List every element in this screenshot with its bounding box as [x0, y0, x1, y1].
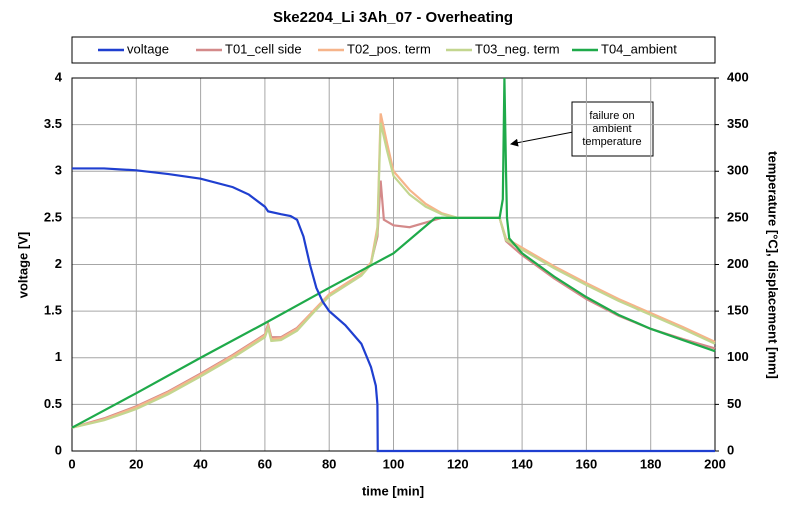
y-tick-label: 1.5 [44, 303, 62, 318]
y-axis-label: voltage [V] [15, 232, 30, 298]
x-tick-label: 180 [640, 456, 662, 471]
series-line [71, 122, 716, 429]
x-tick-label: 0 [68, 456, 75, 471]
x-tick-label: 140 [511, 456, 533, 471]
legend-label: T04_ambient [601, 41, 677, 56]
annotation-arrow [510, 131, 574, 147]
series-line [71, 77, 716, 429]
annotation-text: ambient [592, 123, 631, 135]
legend-label: T03_neg. term [475, 41, 560, 56]
series-line [72, 167, 715, 453]
y-tick-label: 0 [55, 442, 62, 457]
y2-tick-label: 0 [727, 442, 734, 457]
legend-label: voltage [127, 41, 169, 56]
y-tick-label: 1 [55, 349, 62, 364]
annotation-box [571, 101, 654, 157]
y2-tick-label: 300 [727, 163, 749, 178]
y-tick-label: 2.5 [44, 209, 62, 224]
y2-tick-label: 350 [727, 116, 749, 131]
x-tick-label: 200 [704, 456, 726, 471]
x-tick-label: 160 [576, 456, 598, 471]
y2-tick-label: 100 [727, 349, 749, 364]
y2-tick-label: 50 [727, 396, 741, 411]
y-tick-label: 4 [55, 69, 63, 84]
x-tick-label: 80 [322, 456, 336, 471]
y2-tick-label: 200 [727, 256, 749, 271]
y-tick-label: 3 [55, 163, 62, 178]
x-tick-label: 20 [129, 456, 143, 471]
chart-title: Ske2204_Li 3Ah_07 - Overheating [273, 9, 513, 26]
y-tick-label: 3.5 [44, 116, 62, 131]
annotation-text: failure on [589, 110, 634, 122]
y2-tick-label: 250 [727, 209, 749, 224]
y-tick-label: 0.5 [44, 396, 62, 411]
y-tick-label: 2 [55, 256, 62, 271]
y2-tick-label: 150 [727, 303, 749, 318]
y2-tick-label: 400 [727, 69, 749, 84]
x-tick-label: 40 [193, 456, 207, 471]
annotation-text: temperature [582, 136, 641, 148]
x-axis-label: time [min] [362, 483, 424, 498]
legend [71, 36, 716, 64]
x-tick-label: 120 [447, 456, 469, 471]
legend-label: T01_cell side [225, 41, 302, 56]
y2-axis-label: temperature [°C], displacement [mm] [766, 151, 781, 379]
x-tick-label: 60 [258, 456, 272, 471]
x-tick-label: 100 [383, 456, 405, 471]
legend-label: T02_pos. term [347, 41, 431, 56]
